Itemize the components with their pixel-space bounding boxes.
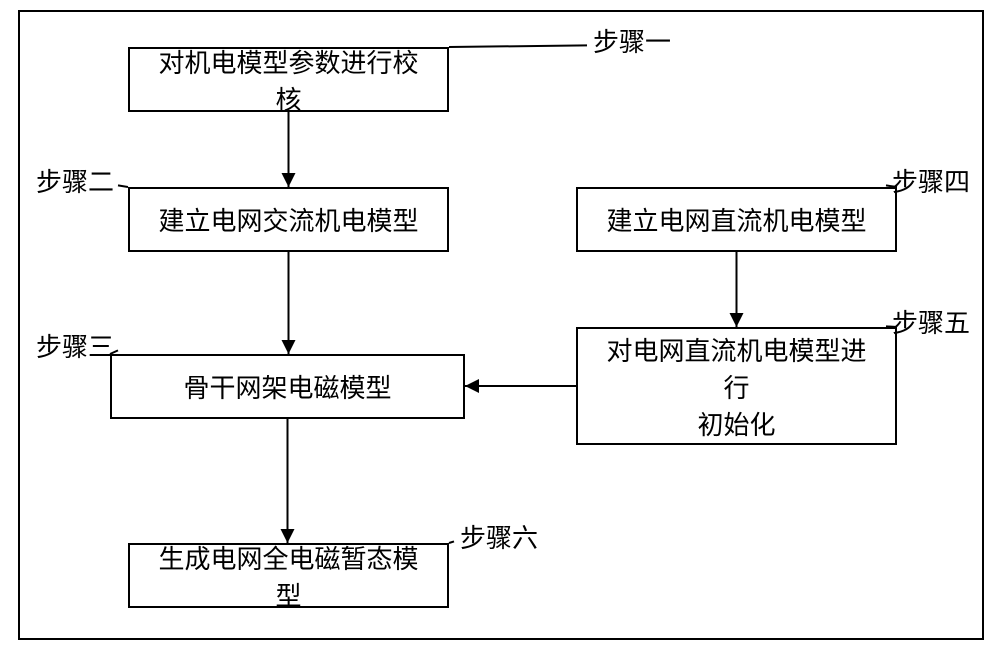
label-step1: 步骤一 [593, 22, 671, 59]
node-step3: 骨干网架电磁模型 [110, 354, 465, 419]
node-step2-text: 建立电网交流机电模型 [158, 201, 418, 238]
label-step2: 步骤二 [36, 162, 114, 199]
label-step6: 步骤六 [460, 518, 538, 555]
node-step4-text: 建立电网直流机电模型 [606, 201, 866, 238]
node-step1-text: 对机电模型参数进行校核 [150, 43, 427, 117]
node-step6-text: 生成电网全电磁暂态模型 [150, 539, 427, 613]
label-step4: 步骤四 [892, 162, 970, 199]
label-step5: 步骤五 [892, 303, 970, 340]
node-step3-text: 骨干网架电磁模型 [183, 368, 391, 405]
node-step4: 建立电网直流机电模型 [576, 187, 897, 252]
node-step5: 对电网直流机电模型进行初始化 [576, 327, 897, 445]
label-step3: 步骤三 [36, 327, 114, 364]
node-step1: 对机电模型参数进行校核 [128, 47, 449, 112]
node-step6: 生成电网全电磁暂态模型 [128, 543, 449, 608]
node-step2: 建立电网交流机电模型 [128, 187, 449, 252]
node-step5-text: 对电网直流机电模型进行初始化 [598, 331, 875, 442]
